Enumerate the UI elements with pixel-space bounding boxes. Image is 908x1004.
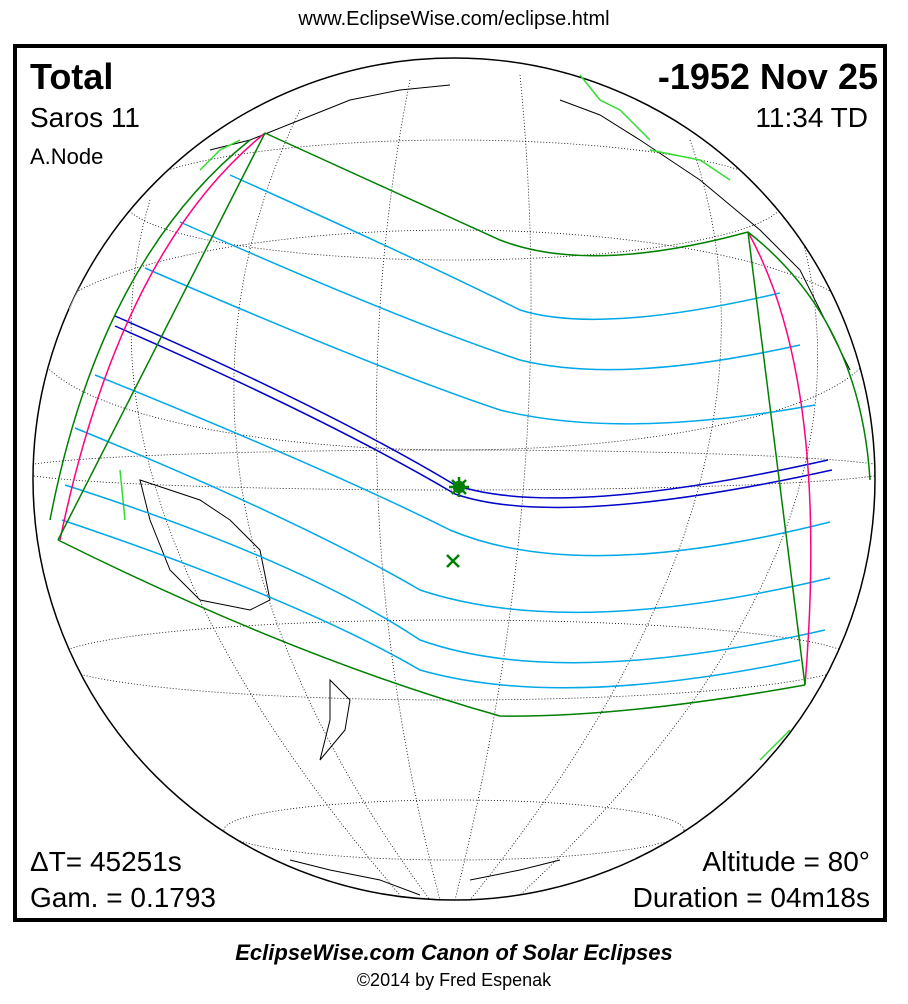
hourly-lines bbox=[61, 174, 831, 689]
sun-altitude: Altitude = 80° bbox=[702, 846, 870, 877]
penumbra-limits bbox=[49, 132, 871, 717]
node-type: A.Node bbox=[30, 144, 104, 169]
duration: Duration = 04m18s bbox=[632, 882, 870, 913]
gamma: Gam. = 0.1793 bbox=[30, 882, 217, 913]
footer-copyright: ©2014 by Fred Espenak bbox=[356, 970, 552, 990]
rise-set-curves bbox=[59, 132, 812, 686]
globe-outline bbox=[32, 57, 876, 901]
eclipse-date: -1952 Nov 25 bbox=[657, 56, 878, 97]
footer-title: EclipseWise.com Canon of Solar Eclipses bbox=[235, 940, 673, 965]
saros-number: Saros 11 bbox=[30, 102, 140, 133]
eclipse-type: Total bbox=[30, 56, 114, 97]
delta-t: ΔT= 45251s bbox=[30, 846, 182, 877]
url-header: www.EclipseWise.com/eclipse.html bbox=[298, 8, 610, 30]
eclipse-time: 11:34 TD bbox=[755, 102, 868, 133]
greatest-duration-marker-icon bbox=[446, 554, 460, 568]
map-frame bbox=[13, 44, 887, 922]
twilight-curves bbox=[119, 74, 791, 761]
greatest-eclipse-marker-icon bbox=[449, 477, 469, 497]
